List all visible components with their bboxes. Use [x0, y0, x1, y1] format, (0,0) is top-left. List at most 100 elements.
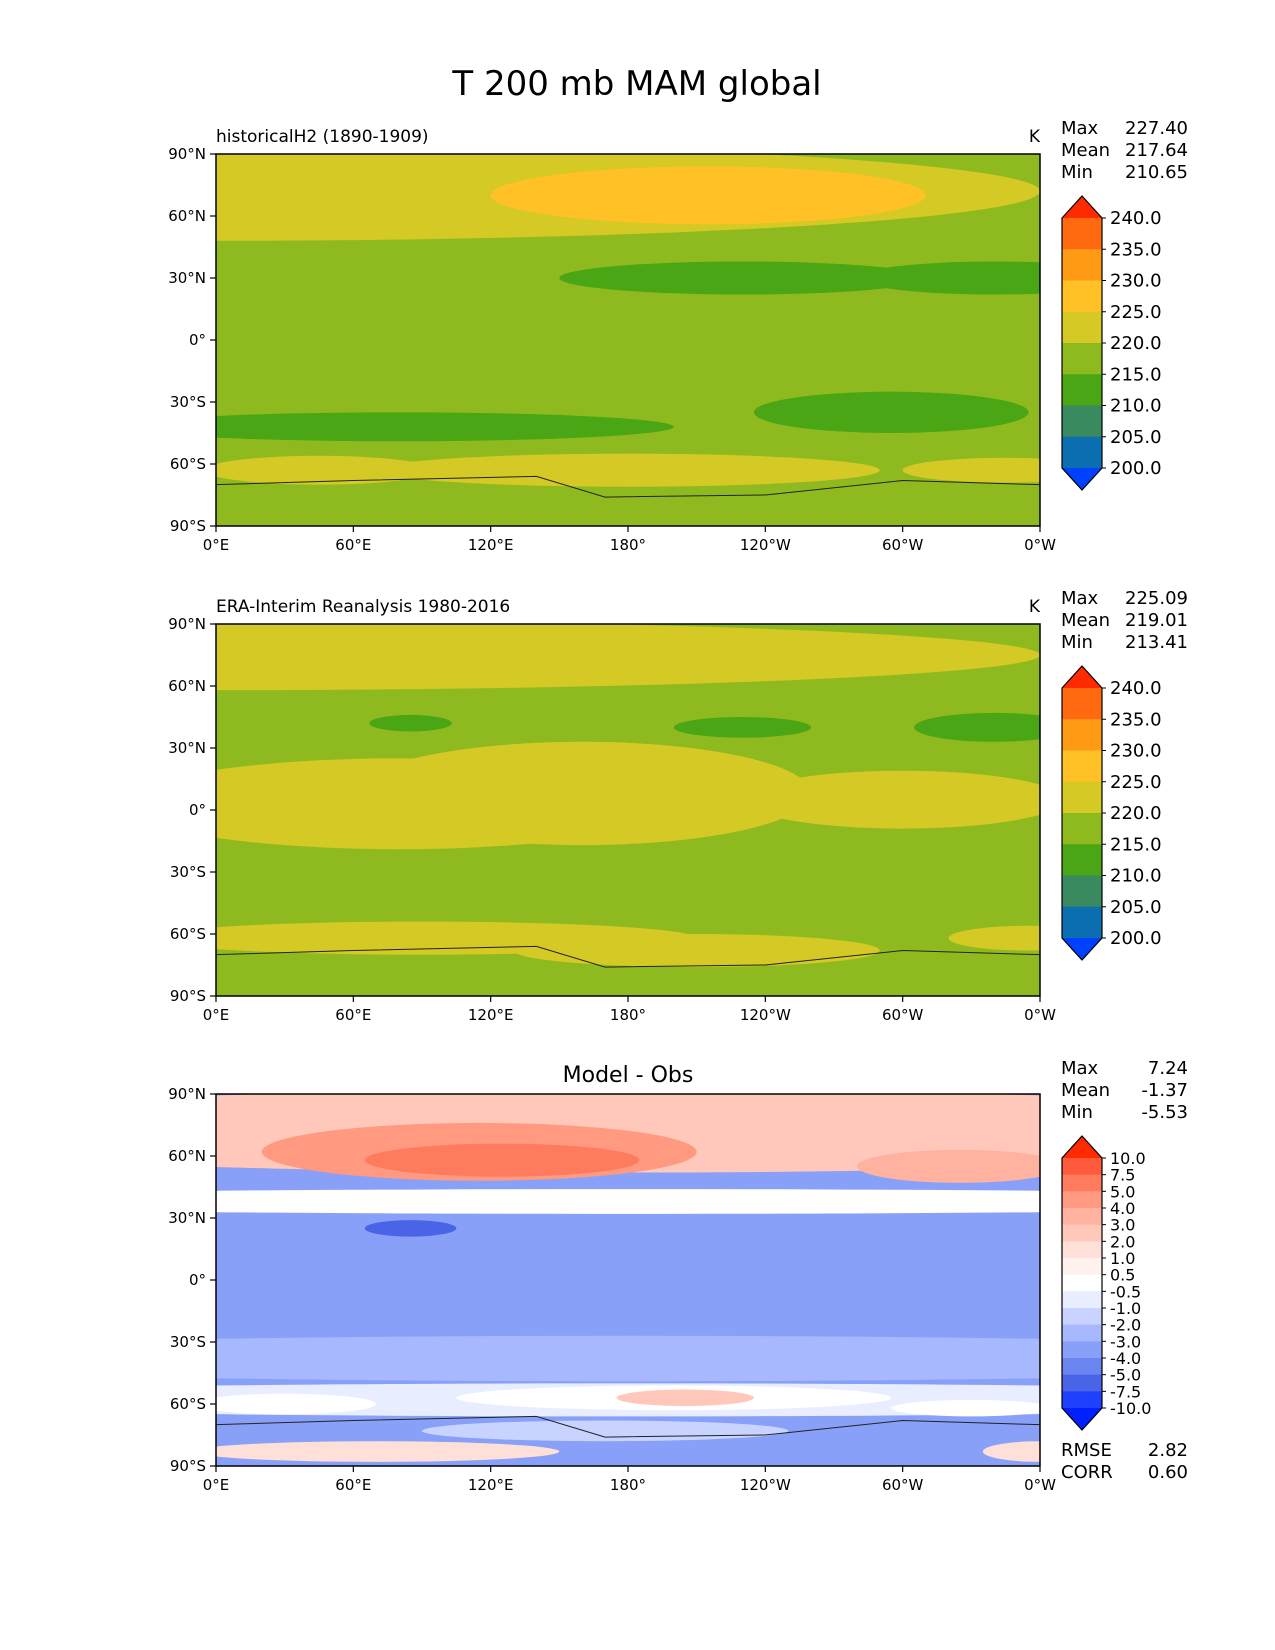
y-tick-label: 0°: [189, 1271, 206, 1289]
stat-value: 217.64: [1125, 140, 1188, 161]
contour-region-10: [216, 1393, 377, 1415]
x-tick-label: 60°W: [882, 536, 924, 554]
y-tick-label: 90°S: [170, 1457, 206, 1475]
colorbar-label: 235.0: [1110, 239, 1162, 260]
contour-region-3: [856, 261, 1040, 295]
colorbar-band: [1062, 750, 1102, 783]
stat-label: Max: [1061, 588, 1099, 609]
coastline: [216, 475, 1040, 498]
stat-value: 219.01: [1125, 610, 1188, 631]
x-tick-label: 120°W: [740, 1476, 791, 1494]
y-tick-label: 90°N: [168, 615, 206, 633]
y-tick-label: 30°N: [168, 739, 206, 757]
colorbar-label: 215.0: [1110, 834, 1162, 855]
x-tick-label: 0°W: [1024, 1006, 1056, 1024]
contour-region-4: [216, 412, 674, 442]
colorbar-label: 4.0: [1110, 1199, 1135, 1218]
colorbar-band: [1062, 813, 1102, 845]
y-tick-label: 90°N: [168, 145, 206, 163]
colorbar-band: [1062, 875, 1102, 908]
y-tick-label: 30°S: [170, 1333, 206, 1351]
stat-label: Max: [1061, 118, 1099, 139]
x-tick-label: 120°E: [468, 1476, 514, 1494]
colorbar-label: 205.0: [1110, 897, 1162, 918]
colorbar-label: 2.0: [1110, 1232, 1135, 1251]
contour-region-4: [369, 714, 452, 732]
units-label: K: [1029, 597, 1041, 617]
colorbar-band: [1062, 1224, 1102, 1242]
colorbar-extend-top: [1062, 196, 1102, 218]
colorbar-label: -2.0: [1110, 1316, 1141, 1335]
x-tick-label: 60°E: [335, 536, 371, 554]
colorbar-band: [1062, 1308, 1102, 1326]
y-tick-label: 30°S: [170, 393, 206, 411]
contour-region-6: [216, 1335, 1040, 1382]
stat-label: Mean: [1061, 1080, 1110, 1101]
contour-region-5: [753, 391, 1029, 434]
contour-region-13: [216, 1441, 560, 1462]
y-tick-label: 0°: [189, 801, 206, 819]
stat-value: -1.37: [1141, 1080, 1188, 1101]
colorbar-label: -4.0: [1110, 1349, 1141, 1368]
y-tick-label: 60°S: [170, 1395, 206, 1413]
colorbar-label: 210.0: [1110, 866, 1162, 887]
y-tick-label: 60°N: [168, 207, 206, 225]
y-tick-label: 90°N: [168, 1085, 206, 1103]
colorbar-band: [1062, 374, 1102, 406]
colorbar-label: 5.0: [1110, 1182, 1135, 1201]
y-tick-label: 30°N: [168, 1209, 206, 1227]
contour-region-2: [364, 1143, 640, 1177]
colorbar-label: 7.5: [1110, 1166, 1135, 1185]
contour-region-6: [216, 455, 434, 485]
stat-value: -5.53: [1141, 1102, 1188, 1123]
colorbar-band: [1062, 280, 1102, 313]
contour-region-2: [559, 261, 926, 295]
figure-title: T 200 mb MAM global: [451, 64, 821, 104]
y-tick-label: 90°S: [170, 517, 206, 535]
map-field: [216, 154, 1040, 526]
stat-label: Mean: [1061, 610, 1110, 631]
x-tick-label: 120°E: [468, 1006, 514, 1024]
map-field: [216, 624, 1040, 996]
contour-region-5: [673, 717, 812, 738]
y-tick-label: 90°S: [170, 987, 206, 1005]
colorbar-band: [1062, 1241, 1102, 1259]
colorbar-band: [1062, 1274, 1102, 1292]
contour-region-5: [364, 1220, 457, 1237]
coastline: [216, 1415, 1040, 1438]
colorbar-band: [1062, 906, 1102, 939]
colorbar-band: [1062, 218, 1102, 250]
contour-region-9: [616, 1389, 754, 1407]
colorbar-band: [1062, 1291, 1102, 1309]
contour-region-14: [982, 1441, 1040, 1462]
contour-region-11: [891, 1399, 1040, 1417]
colorbar-label: 225.0: [1110, 772, 1162, 793]
x-tick-label: 60°W: [882, 1006, 924, 1024]
colorbar-band: [1062, 781, 1102, 814]
x-tick-label: 60°E: [335, 1476, 371, 1494]
contour-region-9: [948, 925, 1040, 951]
contour-region-3: [742, 770, 1040, 829]
colorbar-extend-top: [1062, 1136, 1102, 1158]
stat-label: Min: [1061, 1102, 1093, 1123]
x-tick-label: 0°W: [1024, 536, 1056, 554]
stat-label: RMSE: [1061, 1440, 1112, 1461]
colorbar-label: 225.0: [1110, 302, 1162, 323]
colorbar-band: [1062, 1174, 1102, 1192]
colorbar-label: 210.0: [1110, 396, 1162, 417]
colorbar-label: 205.0: [1110, 427, 1162, 448]
colorbar-band: [1062, 436, 1102, 469]
colorbar-band: [1062, 249, 1102, 281]
coastline: [216, 945, 1040, 968]
colorbar-label: 230.0: [1110, 271, 1162, 292]
x-tick-label: 120°W: [740, 1006, 791, 1024]
colorbar-label: 200.0: [1110, 928, 1162, 949]
panel-model: 90°N 60°N 30°N 0° 30°S 60°S 90°S0°E 60°E 120°E 18…: [168, 118, 1188, 554]
y-tick-label: 60°S: [170, 925, 206, 943]
stat-label: Max: [1061, 1058, 1099, 1079]
colorbar-band: [1062, 1191, 1102, 1209]
stat-value: 2.82: [1148, 1440, 1188, 1461]
contour-region-8: [902, 457, 1040, 483]
x-tick-label: 0°E: [203, 1476, 230, 1494]
